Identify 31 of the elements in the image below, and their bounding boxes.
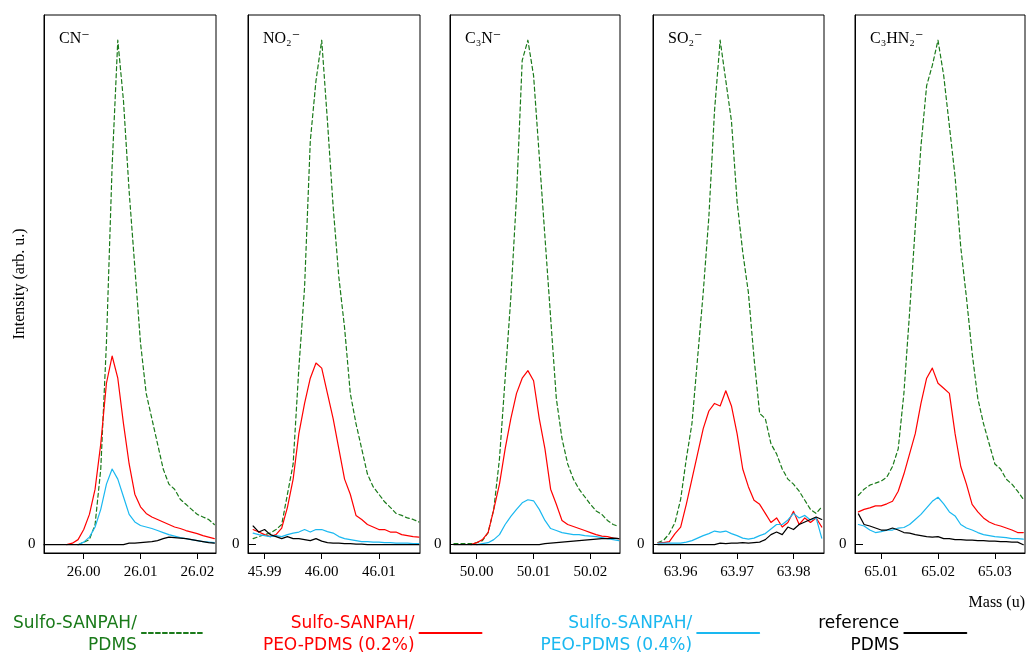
x-tick-label: 26.00	[66, 562, 101, 579]
x-tick-label: 46.01	[361, 562, 396, 579]
x-tick-label: 50.02	[573, 562, 608, 579]
chart-title: C₃N⁻	[465, 28, 502, 46]
x-tick-label: 63.97	[720, 562, 755, 579]
x-tick-label: 65.01	[864, 562, 899, 579]
x-tick-label: 63.98	[776, 562, 811, 579]
x-tick-label: 50.00	[459, 562, 494, 579]
text: 0	[28, 535, 36, 552]
legend-label: Sulfo-SANPAH/ PDMS	[12, 612, 138, 654]
x-tick-label: 26.02	[180, 562, 215, 579]
x-tick-label: 63.96	[663, 562, 699, 579]
x-tick-label: 50.01	[516, 562, 551, 579]
legend-label: Sulfo-SANPAH/ PEO-PDMS (0.4%)	[540, 612, 693, 654]
text: 0	[839, 535, 847, 552]
legend-label: Sulfo-SANPAH/ PEO-PDMS (0.2%)	[262, 612, 415, 654]
chart-title: NO₂⁻	[263, 28, 301, 46]
x-tick-label: 65.03	[977, 562, 1012, 579]
legend-label: reference PDMS	[818, 612, 900, 654]
chart-title: SO₂⁻	[668, 28, 703, 46]
chart-title: CN⁻	[59, 28, 90, 46]
x-tick-label: 26.01	[123, 562, 158, 579]
text: 0	[637, 535, 645, 552]
x-axis-title: Mass (u)	[968, 592, 1025, 611]
text: 0	[434, 535, 442, 552]
y-axis-title: Intensity (arb. u.)	[9, 228, 28, 340]
text: 0	[232, 535, 240, 552]
x-tick-label: 46.00	[304, 562, 339, 579]
chart-title: C₃HN₂⁻	[870, 28, 924, 46]
x-tick-label: 45.99	[247, 562, 282, 579]
x-tick-label: 65.02	[921, 562, 955, 579]
